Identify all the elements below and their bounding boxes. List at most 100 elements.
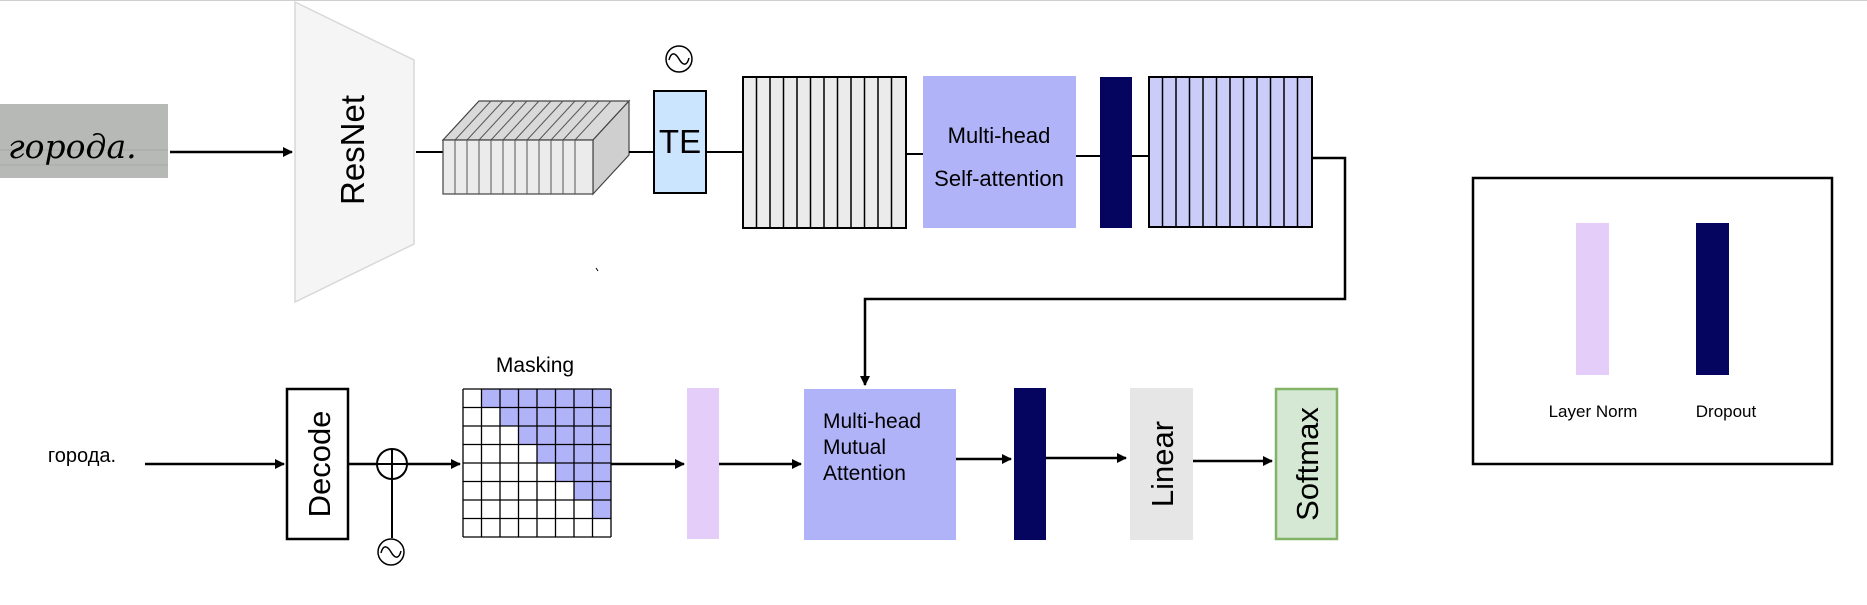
mask-gridlines <box>462 388 612 538</box>
linear-block: Linear <box>1130 388 1193 540</box>
masking-label: Masking <box>496 354 574 377</box>
mutual-attention-label-line1: Multi-head <box>823 410 921 433</box>
mask-cell-masked <box>518 426 537 445</box>
mask-cell-visible <box>574 500 593 519</box>
decoder-layer-norm-bar <box>687 388 719 539</box>
mask-cell-visible <box>481 407 500 426</box>
mask-cell-masked <box>537 426 556 445</box>
mask-cell-visible <box>555 481 574 500</box>
mask-cell-visible <box>518 500 537 519</box>
resnet-block: ResNet <box>294 0 415 304</box>
handwriting-input-image: города. <box>0 104 168 178</box>
mask-cell-masked <box>518 407 537 426</box>
mask-cell-visible <box>481 444 500 463</box>
mask-cell-visible <box>574 518 593 537</box>
sine-wave-icon <box>665 45 693 73</box>
mask-cell-masked <box>574 426 593 445</box>
mask-cell-visible <box>537 481 556 500</box>
mask-cell-visible <box>537 463 556 482</box>
mask-cell-masked <box>537 389 556 408</box>
mask-cell-masked <box>555 444 574 463</box>
decoder-input-text: города. <box>48 445 116 467</box>
mask-cell-visible <box>463 407 482 426</box>
mask-cells <box>463 389 611 537</box>
linear-label: Linear <box>1145 421 1180 507</box>
arrow-encoder-to-mutual-attention <box>860 156 1347 386</box>
mask-cell-visible <box>463 389 482 408</box>
mutual-attention-label-line3: Attention <box>823 462 906 485</box>
handwritten-word: города. <box>8 127 137 166</box>
mask-cell-visible <box>500 426 519 445</box>
mutual-attention-block: Multi-head Mutual Attention <box>804 389 956 540</box>
circle-plus-icon <box>376 448 408 480</box>
mask-cell-masked <box>500 389 519 408</box>
mask-cell-masked <box>592 426 611 445</box>
mask-cell-visible <box>518 481 537 500</box>
masking-grid <box>462 388 612 538</box>
stray-mark <box>595 267 599 272</box>
mask-cell-visible <box>518 518 537 537</box>
mask-cell-masked <box>574 444 593 463</box>
mask-cell-visible <box>463 426 482 445</box>
mask-cell-visible <box>518 463 537 482</box>
legend-layer-norm-label: Layer Norm <box>1549 402 1638 421</box>
mask-cell-masked <box>555 407 574 426</box>
mask-cell-masked <box>592 463 611 482</box>
mask-cell-masked <box>574 407 593 426</box>
mask-cell-visible <box>555 518 574 537</box>
mask-cell-masked <box>592 481 611 500</box>
decode-label: Decode <box>302 411 337 518</box>
mask-cell-visible <box>500 463 519 482</box>
softmax-label: Softmax <box>1290 407 1325 521</box>
encoder-feedforward-stack <box>742 76 907 229</box>
mask-cell-masked <box>574 389 593 408</box>
mask-cell-visible <box>481 500 500 519</box>
mask-cell-visible <box>481 518 500 537</box>
mask-cell-masked <box>481 389 500 408</box>
self-attention-label-line2: Self-attention <box>934 166 1064 191</box>
mask-cell-masked <box>555 389 574 408</box>
mask-cell-masked <box>592 389 611 408</box>
mask-cell-visible <box>518 444 537 463</box>
mask-cell-masked <box>574 481 593 500</box>
softmax-block: Softmax <box>1274 387 1339 541</box>
legend-dropout-label: Dropout <box>1696 402 1757 421</box>
self-attention-label-line1: Multi-head <box>948 123 1051 148</box>
self-attention-block: Multi-head Self-attention <box>923 76 1076 228</box>
mask-cell-visible <box>463 444 482 463</box>
mask-cell-visible <box>555 500 574 519</box>
mask-cell-visible <box>481 463 500 482</box>
mask-cell-visible <box>500 518 519 537</box>
legend-box: Layer Norm Dropout <box>1471 176 1834 466</box>
mask-cell-visible <box>463 518 482 537</box>
mask-cell-visible <box>463 463 482 482</box>
mask-cell-masked <box>518 389 537 408</box>
mask-cell-masked <box>537 407 556 426</box>
mask-cell-visible <box>500 444 519 463</box>
te-block: TE <box>653 90 707 194</box>
te-label: TE <box>659 123 701 160</box>
encoder-output-stack <box>1148 76 1313 228</box>
mask-cell-masked <box>574 463 593 482</box>
mask-cell-visible <box>481 426 500 445</box>
decoder-dropout-bar <box>1014 388 1046 540</box>
resnet-label: ResNet <box>334 95 371 205</box>
mask-cell-masked <box>537 444 556 463</box>
mask-cell-masked <box>592 444 611 463</box>
encoder-dropout-bar <box>1100 77 1132 228</box>
mask-cell-masked <box>500 407 519 426</box>
mask-cell-visible <box>463 481 482 500</box>
mask-cell-visible <box>500 500 519 519</box>
decode-block: Decode <box>285 387 350 541</box>
legend-layer-norm-swatch <box>1576 223 1609 375</box>
mask-cell-masked <box>555 426 574 445</box>
mask-cell-masked <box>592 500 611 519</box>
mask-cell-visible <box>537 500 556 519</box>
mask-cell-visible <box>592 518 611 537</box>
mask-cell-visible <box>481 481 500 500</box>
mask-cell-masked <box>592 407 611 426</box>
mask-cell-visible <box>463 500 482 519</box>
mask-cell-visible <box>537 518 556 537</box>
legend-dropout-swatch <box>1696 223 1729 375</box>
